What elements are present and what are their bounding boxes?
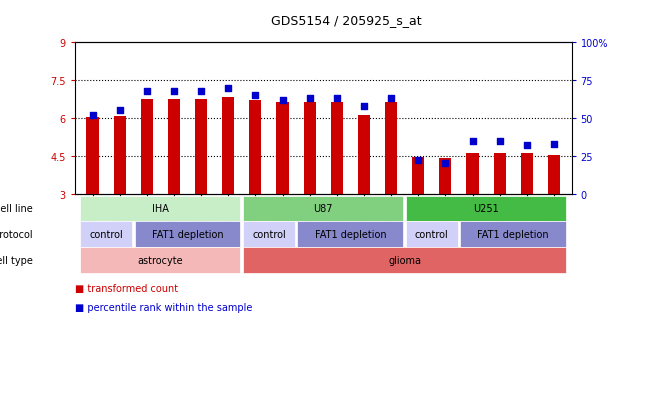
Bar xyxy=(249,101,262,194)
Text: cell line: cell line xyxy=(0,204,33,214)
Point xyxy=(223,85,234,92)
Text: ■ transformed count: ■ transformed count xyxy=(75,283,178,293)
Text: control: control xyxy=(89,230,123,240)
Text: ■ percentile rank within the sample: ■ percentile rank within the sample xyxy=(75,302,252,312)
Point xyxy=(521,142,532,149)
Point xyxy=(115,108,125,114)
Text: U87: U87 xyxy=(314,204,333,214)
Bar xyxy=(222,98,234,194)
Bar xyxy=(385,103,397,194)
Bar xyxy=(548,155,560,194)
Text: FAT1 depletion: FAT1 depletion xyxy=(152,230,223,240)
Bar xyxy=(113,117,126,194)
Text: glioma: glioma xyxy=(388,255,421,265)
Bar xyxy=(168,100,180,194)
Bar xyxy=(195,100,207,194)
Bar xyxy=(412,158,424,194)
Point xyxy=(87,112,98,119)
Bar xyxy=(358,116,370,194)
Point xyxy=(331,96,342,102)
Bar xyxy=(87,117,98,194)
Text: control: control xyxy=(415,230,449,240)
Bar xyxy=(493,153,506,194)
Point xyxy=(196,88,206,95)
Text: U251: U251 xyxy=(473,204,499,214)
Bar xyxy=(277,103,288,194)
Point xyxy=(440,161,450,167)
Text: FAT1 depletion: FAT1 depletion xyxy=(314,230,386,240)
Point xyxy=(169,88,179,95)
Point xyxy=(250,93,260,100)
Text: GDS5154 / 205925_s_at: GDS5154 / 205925_s_at xyxy=(271,14,422,27)
Point xyxy=(413,158,423,164)
Bar xyxy=(439,159,452,194)
Bar xyxy=(303,103,316,194)
Point xyxy=(386,96,396,102)
Text: protocol: protocol xyxy=(0,230,33,240)
Bar xyxy=(521,154,533,194)
Point xyxy=(305,96,315,102)
Point xyxy=(359,103,369,110)
Text: cell type: cell type xyxy=(0,255,33,265)
Text: control: control xyxy=(252,230,286,240)
Text: IHA: IHA xyxy=(152,204,169,214)
Bar xyxy=(331,102,343,194)
Point xyxy=(467,138,478,145)
Text: FAT1 depletion: FAT1 depletion xyxy=(477,230,549,240)
Point xyxy=(141,88,152,95)
Text: astrocyte: astrocyte xyxy=(137,255,183,265)
Point xyxy=(549,141,559,148)
Point xyxy=(495,138,505,145)
Bar xyxy=(466,153,478,194)
Point xyxy=(277,97,288,104)
Bar xyxy=(141,100,153,194)
